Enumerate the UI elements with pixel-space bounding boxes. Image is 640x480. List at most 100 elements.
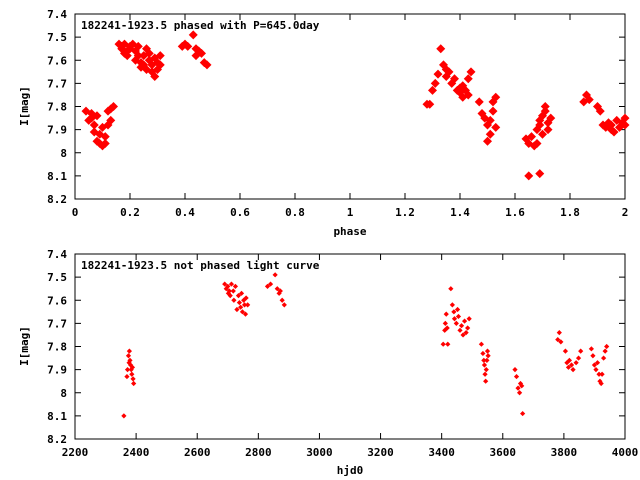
data-point <box>540 102 550 111</box>
data-point <box>106 115 116 125</box>
data-point <box>466 316 472 322</box>
data-point <box>520 410 526 417</box>
data-point <box>535 120 545 130</box>
y-tick-label: 7.8 <box>47 341 67 354</box>
data-point <box>482 371 488 377</box>
x-tick-label: 2400 <box>123 446 150 459</box>
data-point <box>433 69 443 79</box>
data-point <box>126 348 132 354</box>
data-point <box>109 102 118 111</box>
data-point <box>236 299 242 306</box>
x-tick-label: 1.8 <box>560 206 580 219</box>
unphased-light-curve-panel: 182241-1923.5 not phased light curve hjd… <box>18 248 638 477</box>
data-point <box>100 139 110 148</box>
data-point <box>451 316 458 322</box>
data-point <box>466 67 476 77</box>
data-point <box>556 330 562 336</box>
y-tick-label: 7.7 <box>47 317 67 330</box>
data-point <box>238 290 245 296</box>
x-tick-label: 2 <box>622 206 629 219</box>
data-points <box>81 30 630 181</box>
data-point <box>519 383 525 389</box>
x-tick-label: 1 <box>347 206 354 219</box>
data-point <box>524 171 534 181</box>
data-point <box>620 120 630 130</box>
data-point <box>575 355 582 361</box>
data-point <box>451 309 457 315</box>
data-point <box>124 373 130 380</box>
data-point <box>225 283 231 289</box>
data-point <box>445 341 451 347</box>
data-point <box>483 367 489 373</box>
data-point <box>465 325 471 331</box>
x-tick-label: 0.4 <box>175 206 195 219</box>
data-point <box>272 272 278 278</box>
data-point <box>89 120 99 130</box>
y-tick-label: 8 <box>60 387 67 400</box>
y-tick-label: 7.6 <box>47 294 67 307</box>
data-point <box>133 41 143 51</box>
data-point <box>235 293 242 299</box>
phased-light-curve-panel: 182241-1923.5 phased with P=645.0day pha… <box>18 8 630 238</box>
x-tick-label: 3200 <box>367 446 394 459</box>
data-point <box>241 302 248 308</box>
data-point <box>144 48 154 58</box>
data-point <box>228 281 235 287</box>
data-point <box>457 327 463 333</box>
data-point <box>460 332 466 338</box>
data-point <box>555 336 561 343</box>
data-point <box>515 385 521 391</box>
data-point <box>455 313 462 320</box>
data-point <box>543 125 553 135</box>
axis-ticks: 0 0.2 0.4 0.6 0.8 1 1.2 1.4 1.6 1.8 2 7.4 7.5 7.6 7.7 7… <box>47 8 628 219</box>
x-tick-label: 3800 <box>551 446 578 459</box>
data-point <box>277 288 283 294</box>
chart-title: 182241-1923.5 phased with P=645.0day <box>81 19 320 32</box>
chart-title: 182241-1923.5 not phased light curve <box>81 259 320 272</box>
data-point <box>602 348 608 354</box>
data-point <box>516 390 523 396</box>
y-tick-label: 7.4 <box>47 248 67 261</box>
y-tick-label: 7.8 <box>47 101 67 114</box>
data-point <box>130 376 136 382</box>
data-point <box>595 106 605 116</box>
y-axis-label: I[mag] <box>18 326 31 366</box>
data-point <box>601 355 607 361</box>
data-point <box>491 122 501 132</box>
data-point <box>448 286 454 292</box>
data-point <box>593 367 599 373</box>
x-tick-label: 2200 <box>62 446 89 459</box>
y-axis-label: I[mag] <box>18 86 31 126</box>
data-point <box>488 106 498 116</box>
data-point <box>100 132 110 142</box>
data-point <box>606 120 616 130</box>
data-point <box>573 360 579 366</box>
data-point <box>538 129 547 139</box>
y-tick-label: 7.9 <box>47 364 67 377</box>
x-tick-label: 1.2 <box>395 206 415 219</box>
data-point <box>463 74 473 84</box>
y-tick-label: 8 <box>60 147 67 160</box>
data-point <box>458 323 465 329</box>
data-point <box>584 95 594 105</box>
data-point <box>430 78 440 88</box>
y-tick-label: 8.1 <box>47 410 67 423</box>
y-tick-label: 7.9 <box>47 124 67 137</box>
data-point <box>532 139 542 148</box>
plot-frame <box>74 253 626 440</box>
data-point <box>512 367 518 373</box>
data-point <box>442 320 448 326</box>
data-point <box>513 373 520 380</box>
data-point <box>222 281 228 287</box>
data-point <box>121 413 127 419</box>
data-point <box>436 44 446 54</box>
data-point <box>609 127 619 137</box>
data-point <box>596 371 602 377</box>
y-tick-label: 7.4 <box>47 8 67 21</box>
data-point <box>570 367 576 373</box>
data-point <box>238 304 244 310</box>
data-point <box>274 286 280 292</box>
y-tick-label: 8.2 <box>47 193 67 206</box>
data-point <box>231 297 237 303</box>
x-tick-label: 3600 <box>490 446 517 459</box>
